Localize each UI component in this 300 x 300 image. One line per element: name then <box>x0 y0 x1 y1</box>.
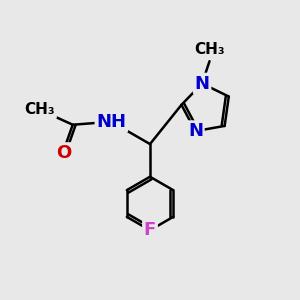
Text: CH₃: CH₃ <box>25 102 55 117</box>
Text: F: F <box>144 221 156 239</box>
Text: N: N <box>188 122 203 140</box>
Text: O: O <box>56 144 71 162</box>
Text: CH₃: CH₃ <box>194 42 225 57</box>
Text: N: N <box>195 74 210 92</box>
Text: NH: NH <box>96 113 126 131</box>
